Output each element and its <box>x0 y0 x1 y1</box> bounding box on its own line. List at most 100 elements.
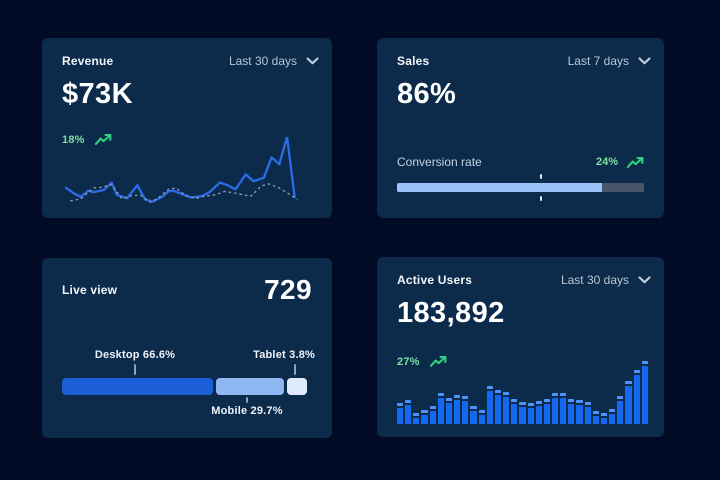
bar-cap <box>551 392 559 396</box>
bar-cap-gap <box>445 400 453 403</box>
bar-14 <box>503 391 510 424</box>
sales-delta-label: 24% <box>595 156 618 168</box>
bar-cap-gap <box>641 364 648 366</box>
bar-24 <box>584 401 591 424</box>
bar-cap-gap <box>413 415 420 418</box>
bar-cap <box>584 401 591 405</box>
line-series-previous <box>70 184 297 202</box>
bar-cap <box>617 395 624 399</box>
revenue-title: Revenue <box>62 54 114 68</box>
bar-cap-gap <box>527 406 534 409</box>
active-users-bar-chart <box>397 361 648 424</box>
bar-cap-gap <box>584 404 591 407</box>
bar-23 <box>576 400 583 424</box>
bar-cap <box>576 400 583 404</box>
bar-cap <box>641 361 648 364</box>
bar-cap-gap <box>633 373 640 376</box>
bar-cap <box>560 393 567 397</box>
tablet-tick <box>294 364 296 375</box>
sales-period-label: Last 7 days <box>567 54 629 68</box>
bar-9 <box>462 395 469 424</box>
conversion-rate-row: Conversion rate 24% <box>397 155 644 169</box>
mobile-segment-label: Mobile 29.7% <box>211 405 283 417</box>
bar-cap <box>413 412 420 416</box>
bar-cap-gap <box>535 404 542 407</box>
segment-desktop <box>62 378 214 395</box>
chevron-down-icon <box>638 57 651 65</box>
bar-cap <box>535 401 542 405</box>
sales-title: Sales <box>397 54 430 68</box>
bar-8 <box>454 395 461 424</box>
bar-cap <box>437 393 444 397</box>
bar-cap <box>527 403 534 407</box>
bar-cap-gap <box>462 398 469 401</box>
bar-25 <box>592 411 599 424</box>
bar-cap-gap <box>486 388 493 391</box>
bar-15 <box>511 399 518 424</box>
bar-cap <box>600 413 608 417</box>
bar-4 <box>421 410 428 424</box>
bar-cap-gap <box>576 403 583 406</box>
segment-tablet <box>287 378 307 395</box>
bar-19 <box>543 398 550 424</box>
bar-cap <box>478 410 485 414</box>
live-view-card: Live view 729 Desktop 66.6% Tablet 3.8% … <box>42 258 332 438</box>
bar-16 <box>519 401 526 424</box>
conversion-progress-bar <box>397 174 644 201</box>
chevron-down-icon <box>306 57 319 65</box>
bar-cap <box>421 410 428 414</box>
bar-7 <box>445 397 453 424</box>
bar-1 <box>397 402 404 424</box>
conversion-rate-label: Conversion rate <box>397 155 482 169</box>
bar-cap-gap <box>429 409 436 412</box>
revenue-delta: 18% <box>62 133 112 146</box>
bar-31 <box>641 361 648 424</box>
active-users-period-dropdown[interactable]: Last 30 days <box>561 273 651 287</box>
bar-cap <box>503 391 510 395</box>
bar-cap <box>568 399 575 403</box>
revenue-card: Revenue Last 30 days $73K 18% <box>42 38 332 218</box>
bar-cap <box>519 401 526 405</box>
bar-cap-gap <box>503 394 510 397</box>
revenue-period-label: Last 30 days <box>228 54 297 68</box>
bar-cap <box>486 385 493 389</box>
bar-29 <box>625 380 632 424</box>
bar-cap <box>625 380 632 384</box>
bar-cap-gap <box>478 413 485 416</box>
bar-cap <box>445 397 453 401</box>
bar-cap-gap <box>609 411 616 414</box>
bar-26 <box>600 413 608 424</box>
active-users-value: 183,892 <box>397 297 505 329</box>
bar-10 <box>470 406 477 424</box>
sales-delta: 24% <box>596 156 644 169</box>
bar-21 <box>560 393 567 424</box>
bar-cap-gap <box>543 401 550 404</box>
bar-cap <box>494 389 502 393</box>
segment-mobile <box>216 378 284 395</box>
revenue-period-dropdown[interactable]: Last 30 days <box>229 54 319 68</box>
sales-card: Sales Last 7 days 86% Conversion rate 24… <box>377 38 664 218</box>
active-users-delta: 27% <box>397 355 447 368</box>
bar-cap <box>609 408 616 412</box>
bar-cap-gap <box>625 383 632 386</box>
bar-cap-gap <box>592 414 599 417</box>
bar-3 <box>413 412 420 424</box>
bar-cap-gap <box>437 396 444 399</box>
bar-11 <box>478 410 485 424</box>
bar-22 <box>568 399 575 424</box>
bar-12 <box>486 385 493 424</box>
trending-up-icon <box>627 156 644 168</box>
bar-cap <box>454 395 461 399</box>
bar-cap <box>511 399 518 403</box>
bar-cap <box>397 402 404 406</box>
bar-cap <box>470 406 477 410</box>
bar-cap-gap <box>511 402 518 405</box>
mobile-tick <box>246 397 248 403</box>
progress-marker-top <box>540 174 543 179</box>
bar-cap-gap <box>617 398 624 401</box>
sales-period-dropdown[interactable]: Last 7 days <box>568 54 651 68</box>
revenue-card-header: Revenue Last 30 days <box>62 54 319 68</box>
live-view-title: Live view <box>62 283 118 297</box>
bar-cap-gap <box>551 395 559 398</box>
bar-18 <box>535 401 542 424</box>
